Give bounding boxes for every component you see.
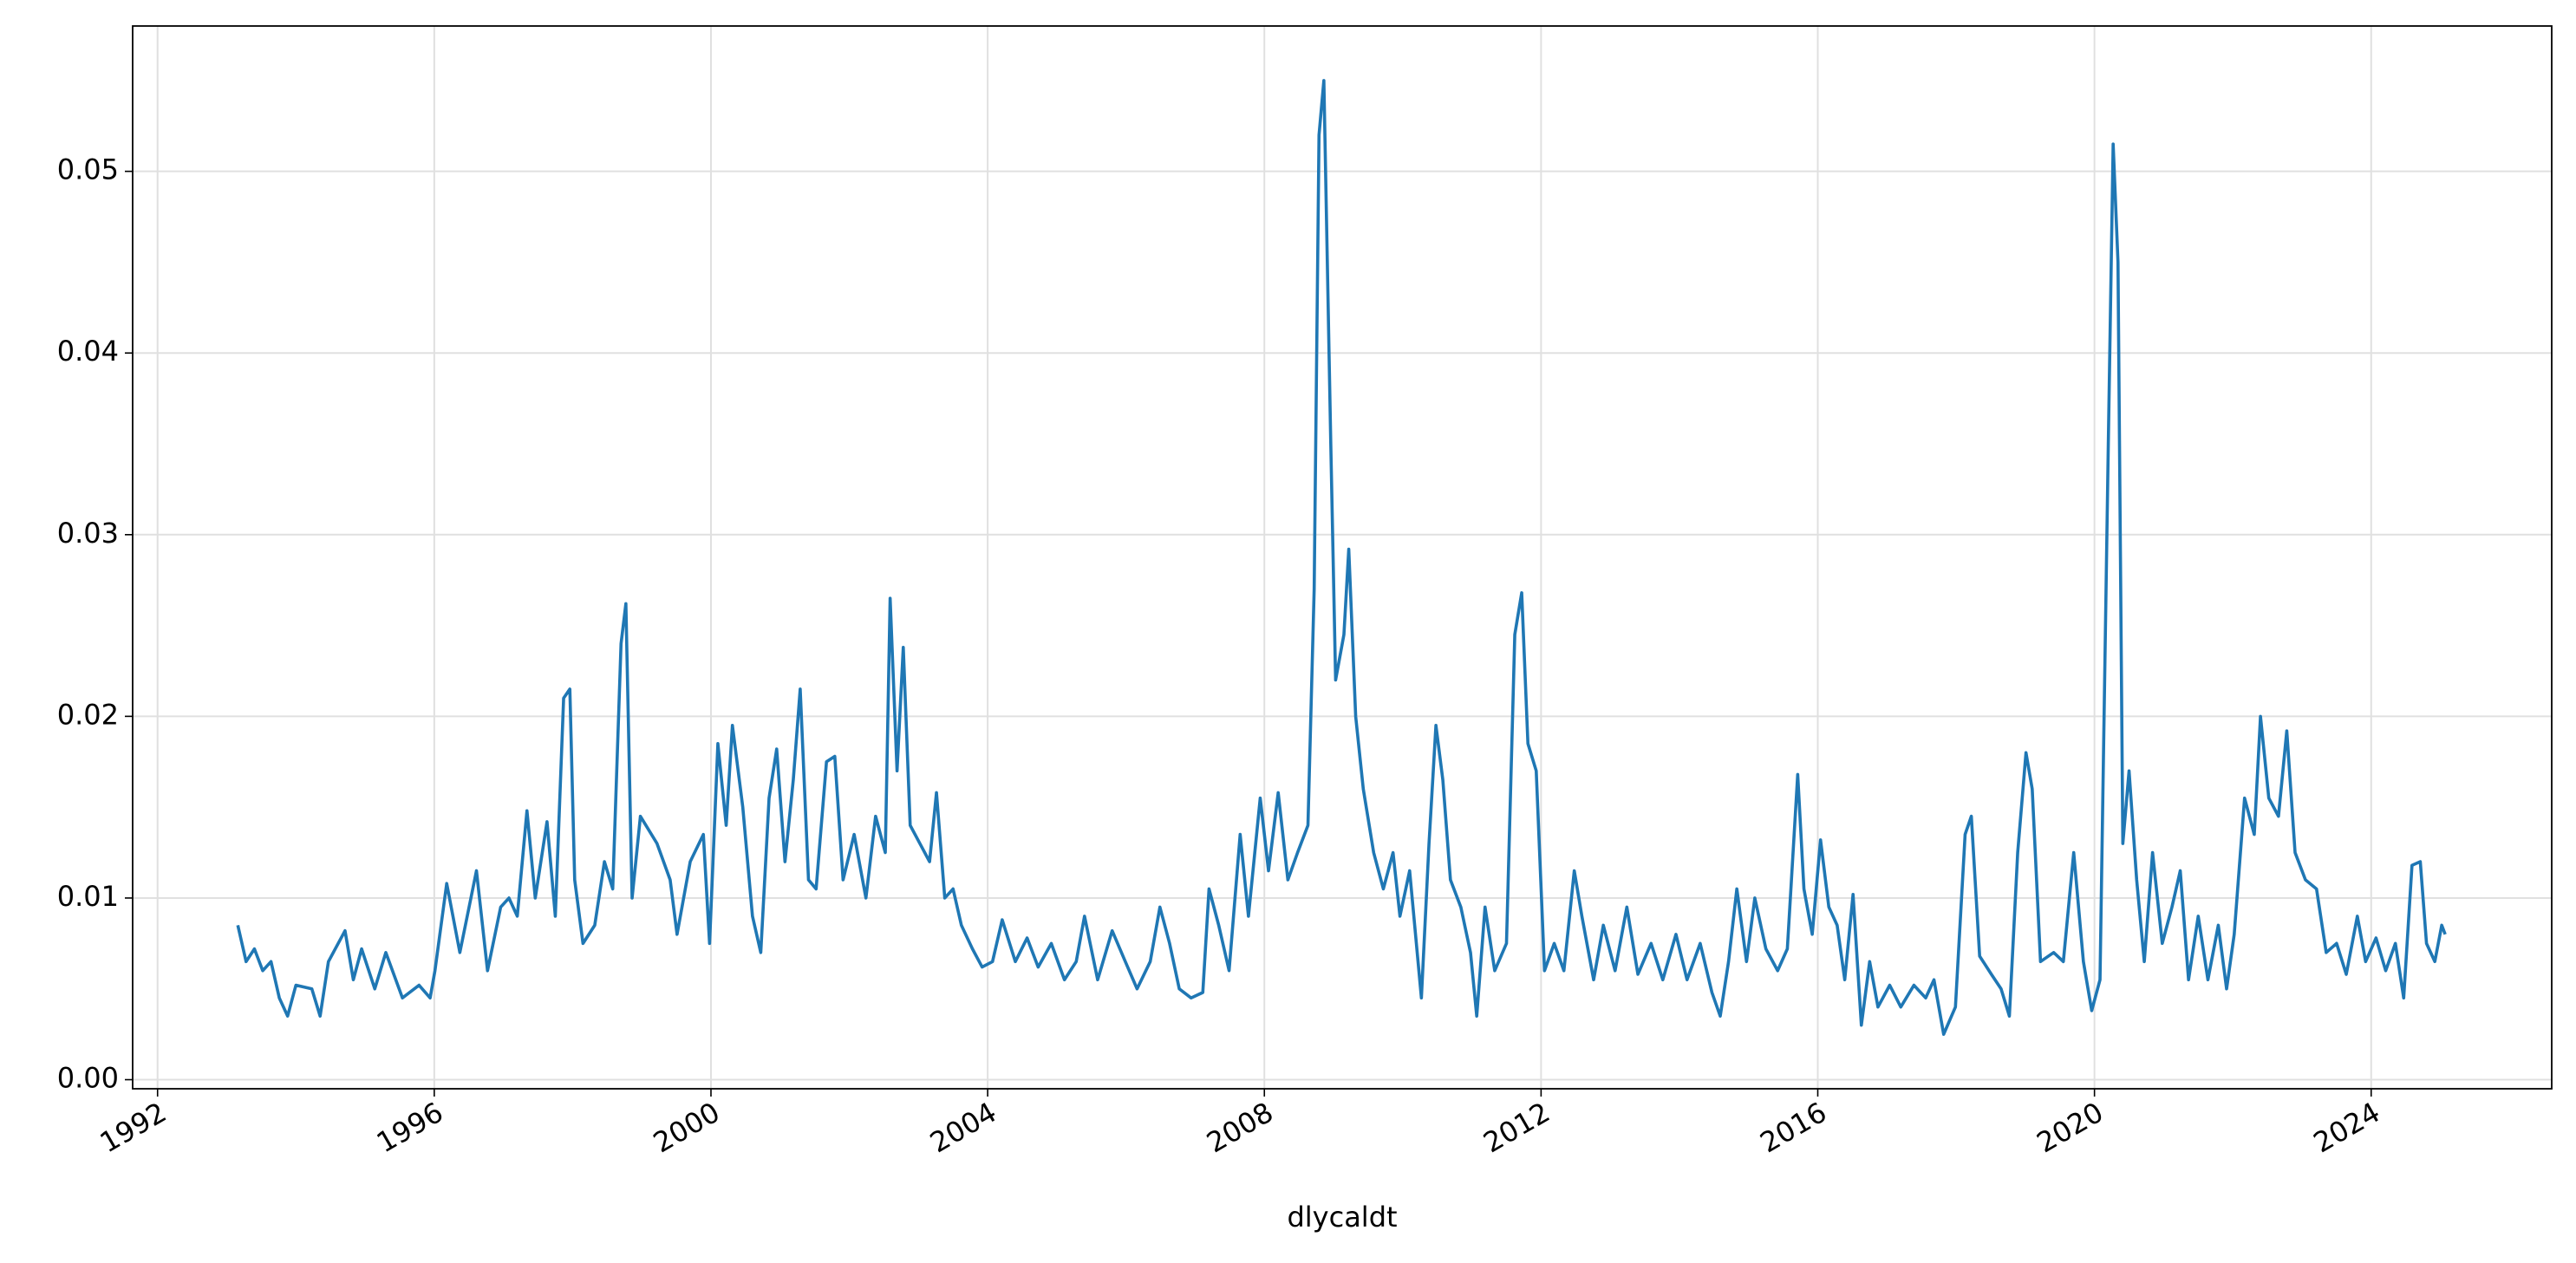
y-tick-label: 0.00 bbox=[57, 1062, 119, 1095]
x-tick-label: 2012 bbox=[1477, 1096, 1555, 1160]
y-tick-label: 0.05 bbox=[57, 153, 119, 186]
x-axis-label: dlycaldt bbox=[1287, 1201, 1397, 1234]
x-tick-label: 2024 bbox=[2308, 1096, 2386, 1160]
x-tick-label: 1996 bbox=[371, 1096, 449, 1160]
y-tick-label: 0.02 bbox=[57, 698, 119, 731]
x-tick-label: 2020 bbox=[2031, 1096, 2110, 1160]
y-tick-label: 0.01 bbox=[57, 880, 119, 913]
y-tick-label: 0.03 bbox=[57, 517, 119, 550]
x-tick-label: 2004 bbox=[924, 1096, 1002, 1160]
plot-frame bbox=[132, 25, 2553, 1090]
x-tick-label: 1992 bbox=[95, 1096, 173, 1160]
data-line bbox=[236, 79, 2447, 1036]
y-tick-label: 0.04 bbox=[57, 335, 119, 368]
x-tick-label: 2016 bbox=[1754, 1096, 1832, 1160]
x-tick-label: 2000 bbox=[648, 1096, 726, 1160]
x-tick-label: 2008 bbox=[1201, 1096, 1279, 1160]
